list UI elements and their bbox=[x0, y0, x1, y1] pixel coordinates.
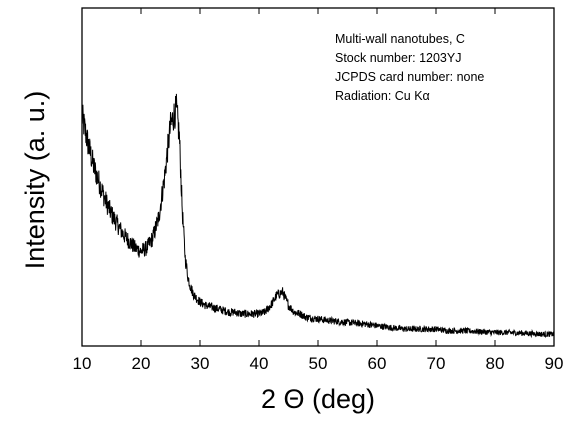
x-tick-label: 10 bbox=[73, 354, 92, 373]
x-tick-label: 80 bbox=[486, 354, 505, 373]
x-tick-label: 40 bbox=[250, 354, 269, 373]
series-line bbox=[81, 93, 555, 339]
x-tick-label: 70 bbox=[427, 354, 446, 373]
y-axis-title: Intensity (a. u.) bbox=[20, 91, 50, 270]
annotation-line: Stock number: 1203YJ bbox=[335, 51, 461, 65]
x-tick-label: 90 bbox=[545, 354, 564, 373]
x-axis-title: 2 Θ (deg) bbox=[261, 384, 375, 414]
annotation-line: Multi-wall nanotubes, C bbox=[335, 32, 465, 46]
annotation-box: Multi-wall nanotubes, C Stock number: 12… bbox=[335, 32, 484, 103]
x-ticks bbox=[81, 8, 555, 346]
x-tick-label: 60 bbox=[368, 354, 387, 373]
annotation-line: Radiation: Cu Kα bbox=[335, 89, 430, 103]
plot-frame bbox=[81, 7, 555, 347]
annotation-line: JCPDS card number: none bbox=[335, 70, 484, 84]
x-tick-labels: 10 20 30 40 50 60 70 80 90 bbox=[73, 354, 564, 373]
x-tick-label: 20 bbox=[132, 354, 151, 373]
x-tick-label: 50 bbox=[309, 354, 328, 373]
x-tick-label: 30 bbox=[191, 354, 210, 373]
